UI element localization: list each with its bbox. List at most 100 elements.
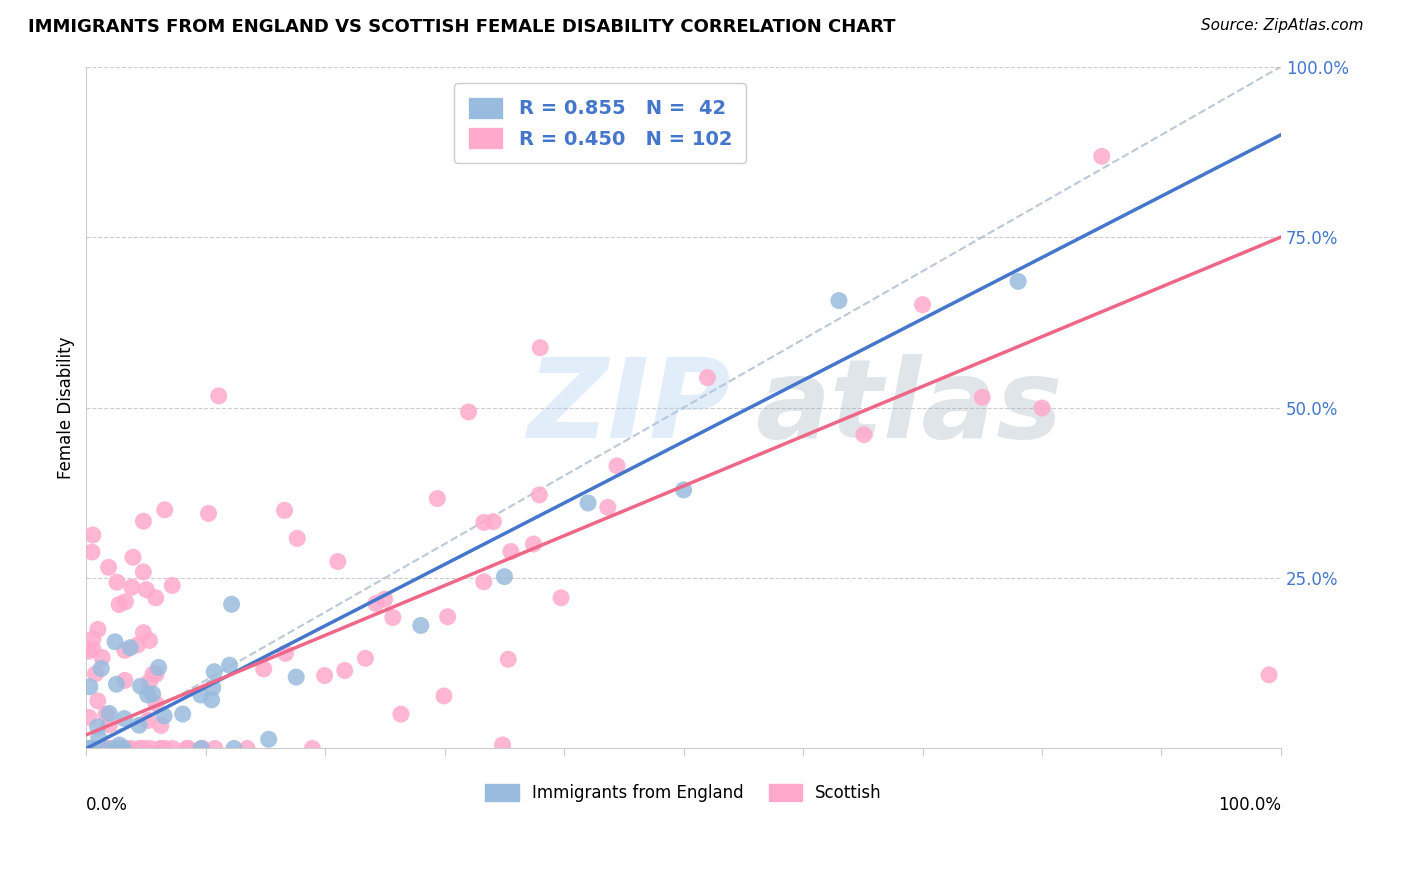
Point xyxy=(153,709,176,723)
Point xyxy=(148,660,170,674)
Point xyxy=(204,741,226,756)
Text: ZIP: ZIP xyxy=(529,354,731,461)
Point xyxy=(222,741,245,756)
Point xyxy=(190,688,212,702)
Point xyxy=(482,515,505,529)
Point xyxy=(333,664,356,678)
Point xyxy=(138,633,160,648)
Point xyxy=(91,741,114,756)
Point xyxy=(136,714,159,728)
Point xyxy=(253,662,276,676)
Point xyxy=(108,598,131,612)
Point xyxy=(142,687,165,701)
Point xyxy=(115,741,138,756)
Point xyxy=(114,673,136,688)
Point xyxy=(472,516,495,530)
Point xyxy=(911,298,934,312)
Point xyxy=(142,666,165,681)
Point xyxy=(202,665,225,679)
Text: 0.0%: 0.0% xyxy=(86,797,128,814)
Point xyxy=(82,741,104,756)
Point xyxy=(132,565,155,579)
Point xyxy=(596,500,619,515)
Text: IMMIGRANTS FROM ENGLAND VS SCOTTISH FEMALE DISABILITY CORRELATION CHART: IMMIGRANTS FROM ENGLAND VS SCOTTISH FEMA… xyxy=(28,18,896,36)
Point xyxy=(76,741,98,756)
Point xyxy=(374,592,396,607)
Point xyxy=(177,741,200,756)
Point xyxy=(576,496,599,510)
Point xyxy=(285,670,308,684)
Point xyxy=(90,661,112,675)
Point xyxy=(76,741,98,756)
Point xyxy=(389,707,412,722)
Point xyxy=(80,741,103,756)
Point xyxy=(529,488,551,502)
Point xyxy=(82,528,104,542)
Point xyxy=(105,575,128,590)
Point xyxy=(499,544,522,558)
Point xyxy=(145,667,167,681)
Point xyxy=(191,741,214,756)
Point xyxy=(273,503,295,517)
Point xyxy=(84,741,107,756)
Point xyxy=(1031,401,1053,415)
Point xyxy=(84,666,107,681)
Point xyxy=(82,642,104,657)
Point xyxy=(457,405,479,419)
Point xyxy=(201,681,224,695)
Point xyxy=(176,741,198,756)
Point xyxy=(129,741,152,756)
Point xyxy=(105,677,128,691)
Point xyxy=(257,732,280,747)
Point xyxy=(138,674,160,689)
Point xyxy=(80,741,103,756)
Point xyxy=(172,706,194,721)
Point xyxy=(87,720,110,734)
Point xyxy=(136,688,159,702)
Point xyxy=(522,537,544,551)
Point xyxy=(87,694,110,708)
Point xyxy=(121,741,143,756)
Point xyxy=(221,597,243,611)
Point xyxy=(529,341,551,355)
Point xyxy=(696,370,718,384)
Point xyxy=(433,689,456,703)
Point xyxy=(79,741,101,756)
Point xyxy=(153,503,176,517)
Point xyxy=(112,741,135,756)
Point xyxy=(672,483,695,497)
Point xyxy=(285,532,308,546)
Point xyxy=(135,582,157,597)
Point xyxy=(550,591,572,605)
Point xyxy=(208,389,231,403)
Point xyxy=(114,643,136,657)
Point xyxy=(129,741,152,756)
Point xyxy=(496,652,519,666)
Point xyxy=(112,712,135,726)
Point xyxy=(111,741,134,756)
Point xyxy=(472,574,495,589)
Point xyxy=(83,741,105,756)
Point xyxy=(1091,149,1114,163)
Point xyxy=(103,741,125,756)
Point xyxy=(436,609,458,624)
Point xyxy=(491,738,513,752)
Point xyxy=(132,625,155,640)
Point xyxy=(97,560,120,574)
Point xyxy=(108,741,131,756)
Legend: Immigrants from England, Scottish: Immigrants from England, Scottish xyxy=(478,777,889,808)
Point xyxy=(129,679,152,693)
Point xyxy=(79,680,101,694)
Point xyxy=(314,668,336,682)
Point xyxy=(153,741,176,756)
Point xyxy=(82,632,104,646)
Point xyxy=(190,741,212,756)
Point xyxy=(128,718,150,732)
Point xyxy=(236,741,259,756)
Point xyxy=(127,638,149,652)
Point xyxy=(149,718,172,732)
Text: atlas: atlas xyxy=(755,354,1063,461)
Point xyxy=(101,741,124,756)
Point xyxy=(828,293,851,308)
Point xyxy=(364,597,387,611)
